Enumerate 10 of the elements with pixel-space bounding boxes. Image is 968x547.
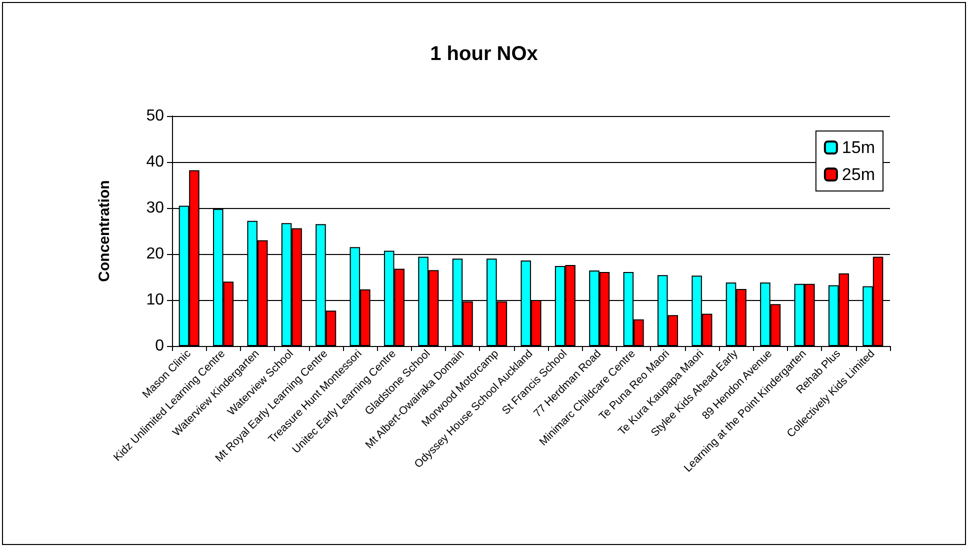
y-tick-label: 0 <box>155 338 164 354</box>
y-axis-title: Concentration <box>96 180 113 282</box>
y-tick-label: 50 <box>146 108 164 124</box>
y-tick-label: 30 <box>146 200 164 216</box>
y-tick-label: 40 <box>146 154 164 170</box>
legend-label: 15m <box>842 138 876 157</box>
legend-label: 25m <box>842 165 876 184</box>
chart-title: 1 hour NOx <box>430 43 538 65</box>
y-tick-label: 10 <box>146 292 164 308</box>
y-tick-label: 20 <box>146 246 164 262</box>
